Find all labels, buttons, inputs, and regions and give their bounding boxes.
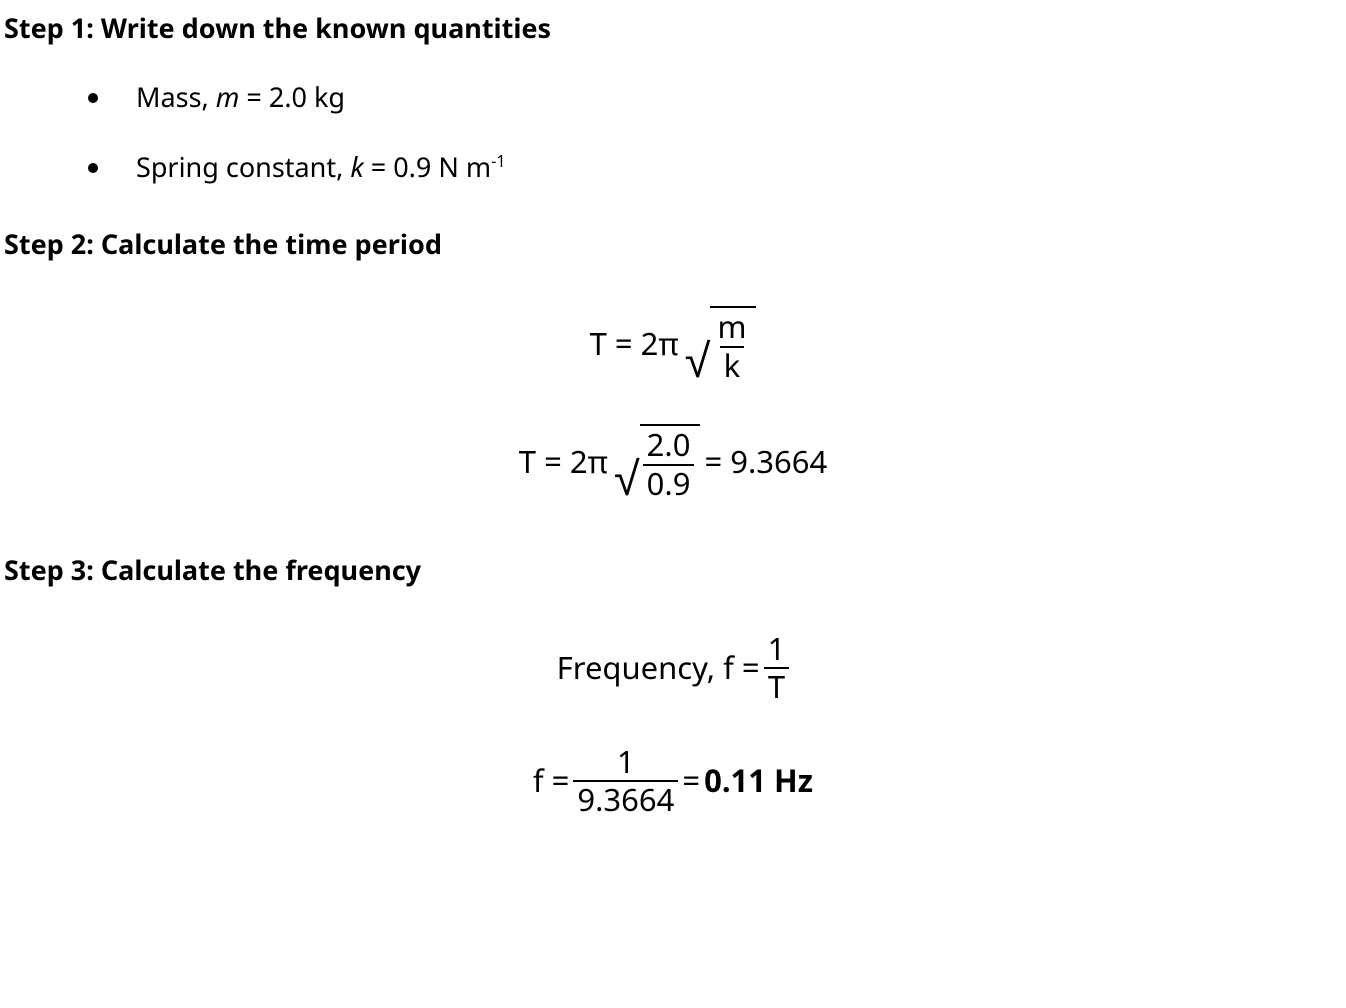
period-calculation: T = 2π √ 2.0 0.9 = 9.3664 — [4, 424, 1342, 500]
worked-solution: Step 1: Write down the known quantities … — [0, 0, 1346, 899]
spring-variable: k — [350, 148, 363, 185]
known-quantities-list: Mass, m = 2.0 kg Spring constant, k = 0.… — [4, 77, 1342, 188]
period-formula-lhs: T = 2π — [590, 329, 679, 360]
fraction-1-over-period: 1 9.3664 — [573, 746, 678, 817]
step3-heading: Step 3: Calculate the frequency — [4, 550, 1342, 591]
fraction-m-over-k: m k — [713, 311, 750, 382]
period-calc-lhs: T = 2π — [519, 447, 608, 478]
frac-numerator: 2.0 — [643, 429, 695, 464]
fraction-mass-over-k: 2.0 0.9 — [643, 429, 695, 500]
mass-item: Mass, m = 2.0 kg — [114, 77, 1342, 118]
spring-constant-item: Spring constant, k = 0.9 N m-1 — [114, 147, 1342, 188]
frequency-formula-label: Frequency, f = — [557, 653, 760, 684]
spring-label: Spring constant, — [136, 148, 350, 185]
sqrt-symbol: √ 2.0 0.9 — [614, 424, 701, 500]
frac-denominator: 9.3664 — [573, 780, 678, 817]
period-formula: T = 2π √ m k — [4, 306, 1342, 382]
frequency-answer: 0.11 Hz — [704, 766, 813, 797]
frac-numerator: m — [713, 311, 750, 346]
mass-label: Mass, — [136, 78, 216, 115]
fraction-1-over-T: 1 T — [764, 633, 790, 704]
spring-value: = 0.9 N m — [364, 148, 491, 185]
frequency-calculation: f = 1 9.3664 = 0.11 Hz — [4, 746, 1342, 817]
surd-icon: √ — [614, 458, 640, 498]
spring-exponent: -1 — [491, 150, 505, 172]
frac-denominator: T — [764, 667, 789, 704]
frac-denominator: k — [720, 346, 745, 383]
period-result: = 9.3664 — [704, 447, 827, 478]
equals-text: = — [682, 766, 700, 797]
frac-numerator: 1 — [613, 746, 639, 781]
frac-numerator: 1 — [764, 633, 790, 668]
step1-heading: Step 1: Write down the known quantities — [4, 8, 1342, 49]
mass-value: = 2.0 kg — [239, 78, 345, 115]
frequency-calc-lhs: f = — [533, 766, 569, 797]
mass-variable: m — [216, 78, 240, 115]
frequency-formula: Frequency, f = 1 T — [4, 633, 1342, 704]
step2-heading: Step 2: Calculate the time period — [4, 224, 1342, 265]
frac-denominator: 0.9 — [643, 464, 695, 501]
surd-icon: √ — [685, 340, 711, 380]
sqrt-symbol: √ m k — [685, 306, 757, 382]
